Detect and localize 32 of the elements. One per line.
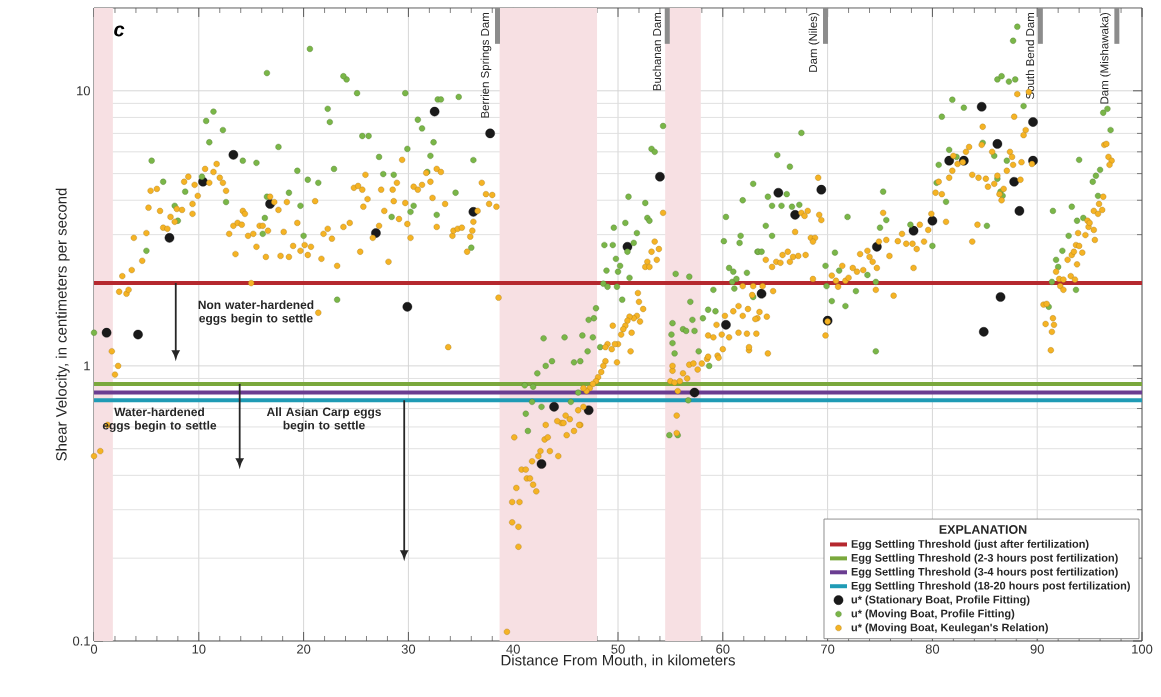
legend-label: u* (Stationary Boat, Profile Fitting) bbox=[851, 595, 1030, 606]
annotation: c bbox=[114, 25, 125, 37]
ref-line-label: Buchanan Dam bbox=[652, 12, 662, 91]
legend-label: Egg Settling Threshold (18-20 hours post fertilization) bbox=[851, 581, 1130, 592]
y-tick-label: 1 bbox=[84, 361, 90, 371]
legend-label: Egg Settling Threshold (just after fertilization) bbox=[851, 539, 1089, 550]
y-tick-label: 10 bbox=[77, 86, 90, 96]
x-tick-label: 60 bbox=[716, 644, 730, 654]
legend-label: Egg Settling Threshold (3-4 hours post fertilization) bbox=[851, 567, 1118, 578]
x-tick-label: 40 bbox=[506, 644, 520, 654]
x-tick-label: 70 bbox=[821, 644, 835, 654]
x-tick-label: 20 bbox=[297, 644, 311, 654]
ref-line-label: Berrien Springs Dam bbox=[480, 12, 492, 118]
x-tick-label: 0 bbox=[90, 644, 98, 654]
x-tick-label: 90 bbox=[1030, 644, 1044, 654]
ref-line-label: Dam (Niles) bbox=[808, 12, 820, 72]
annotation: Non water-hardened eggs begin to settle bbox=[198, 300, 314, 325]
legend-label: u* (Moving Boat, Profile Fitting) bbox=[851, 609, 1015, 620]
annotation: All Asian Carp eggs begin to settle bbox=[266, 407, 381, 432]
ref-line-label: Dam (Mishawaka) bbox=[1099, 12, 1111, 104]
legend-label: Egg Settling Threshold (2-3 hours post fertilization) bbox=[851, 553, 1118, 564]
legend-label: u* (Moving Boat, Keulegan's Relation) bbox=[851, 623, 1048, 634]
x-tick-label: 100 bbox=[1132, 644, 1153, 654]
x-tick-label: 30 bbox=[401, 644, 416, 654]
y-axis-title: Shear Velocity, in centimeters per second bbox=[55, 188, 70, 461]
x-tick-label: 80 bbox=[925, 644, 940, 654]
y-tick-label: 0.1 bbox=[72, 636, 90, 646]
legend-title: EXPLANATION bbox=[939, 525, 1027, 534]
x-axis-title: Distance From Mouth, in kilometers bbox=[501, 654, 735, 668]
annotation: Water-hardened eggs begin to settle bbox=[102, 407, 217, 433]
x-tick-label: 50 bbox=[611, 644, 625, 654]
x-tick-label: 10 bbox=[192, 644, 206, 654]
